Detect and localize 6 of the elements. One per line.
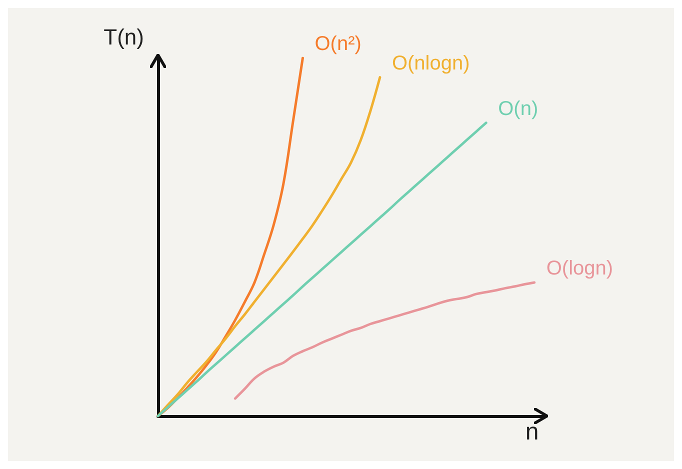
series-label: O(logn) <box>546 257 614 280</box>
series-label: O(n) <box>498 98 538 120</box>
series-label: O(n²) <box>314 33 362 55</box>
series-label: O(nlogn) <box>392 52 470 74</box>
y-axis-title: T(n) <box>104 24 144 50</box>
x-axis-title: n <box>525 418 539 446</box>
